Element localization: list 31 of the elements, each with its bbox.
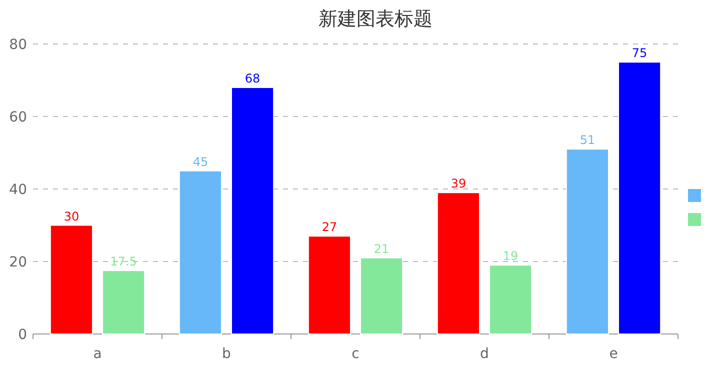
- x-tick-label: c: [352, 346, 360, 362]
- data-label: 75: [632, 46, 648, 60]
- bar: [360, 257, 404, 334]
- y-tick-label: 80: [9, 37, 27, 53]
- y-tick-label: 40: [9, 182, 27, 198]
- bar: [178, 170, 222, 334]
- y-tick-label: 0: [18, 327, 27, 343]
- data-label: 68: [244, 72, 260, 86]
- y-tick-label: 20: [9, 254, 27, 270]
- data-label: 45: [192, 154, 208, 169]
- y-tick-label: 60: [9, 110, 27, 126]
- bar: [566, 148, 609, 334]
- x-tick-label: a: [93, 346, 102, 362]
- bar: [489, 264, 532, 334]
- bar: [618, 62, 662, 334]
- bar: [308, 236, 351, 334]
- bar: [50, 224, 93, 334]
- x-tick-label: b: [222, 346, 232, 362]
- bar: [102, 270, 146, 334]
- x-tick-label: d: [480, 346, 489, 362]
- bar: [436, 192, 480, 334]
- bar: [231, 87, 274, 334]
- data-label: 21: [374, 242, 390, 256]
- data-label: 17.5: [110, 254, 137, 269]
- x-tick-label: e: [609, 346, 618, 362]
- data-label: 39: [450, 176, 466, 191]
- chart-title: 新建图表标题: [318, 8, 432, 30]
- data-label: 30: [64, 209, 80, 224]
- data-label: 19: [502, 249, 518, 264]
- data-label: 27: [322, 220, 338, 234]
- data-label: 51: [580, 133, 596, 148]
